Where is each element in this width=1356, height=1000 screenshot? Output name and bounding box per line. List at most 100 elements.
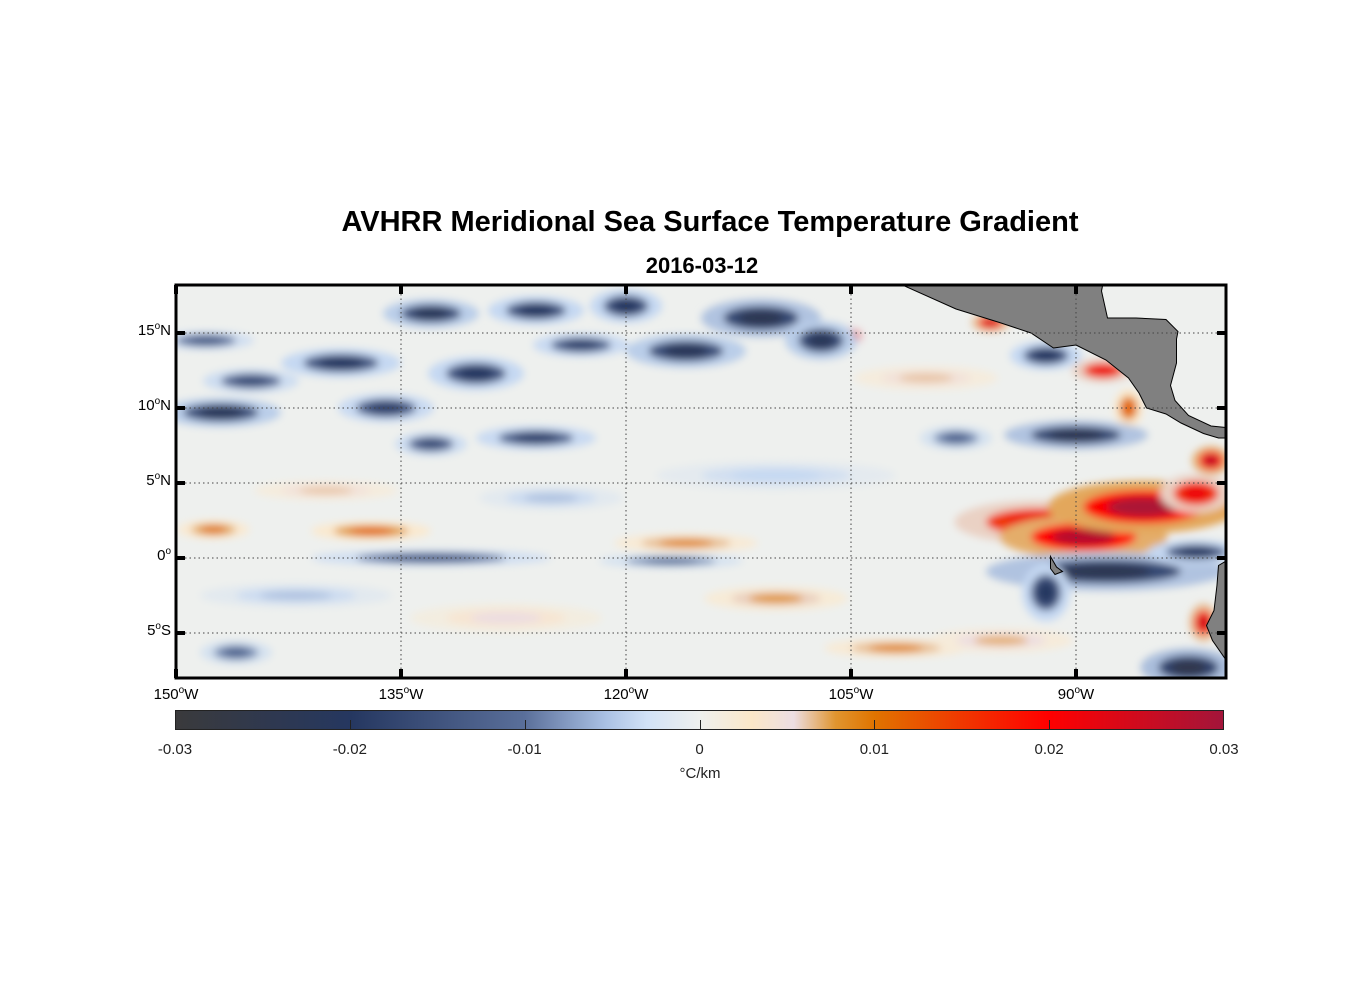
degree-symbol: o [628, 685, 635, 696]
tick-degrees: 15 [137, 322, 155, 339]
chart-subtitle: 2016-03-12 [645, 253, 759, 278]
tick-hemisphere: S [160, 622, 171, 639]
cold-gradient-feature [188, 336, 224, 345]
warm-gradient-feature [1198, 615, 1209, 630]
x-tick-label: 120oW [586, 685, 666, 703]
y-tick-label: 5oS [111, 621, 171, 639]
colorbar-tick-label: -0.01 [507, 741, 542, 758]
warm-gradient-feature [1182, 486, 1210, 501]
cold-gradient-feature [1032, 350, 1060, 361]
cold-gradient-feature [1037, 581, 1055, 604]
cold-gradient-feature [663, 344, 709, 358]
cold-gradient-feature [644, 558, 698, 564]
colorbar-tick [874, 720, 876, 730]
tick-hemisphere: W [184, 686, 199, 703]
tick-degrees: 0 [157, 547, 166, 564]
cold-gradient-feature [1170, 660, 1207, 675]
y-tick-label: 10oN [111, 396, 171, 414]
tick-degrees: 10 [137, 397, 155, 414]
degree-symbol: o [1074, 685, 1081, 696]
warm-gradient-feature [1203, 455, 1219, 466]
tick-hemisphere: W [859, 686, 874, 703]
degree-symbol: o [403, 685, 410, 696]
map-plot [174, 283, 1228, 680]
cold-gradient-feature [518, 305, 554, 316]
cold-gradient-feature [368, 402, 404, 414]
cold-gradient-feature [738, 310, 784, 326]
y-tick-label: 5oN [111, 471, 171, 489]
x-tick-label: 90oW [1036, 685, 1116, 703]
degree-symbol: o [178, 685, 185, 696]
cold-gradient-feature [386, 554, 476, 562]
chart-title: AVHRR Meridional Sea Surface Temperature… [341, 206, 1079, 238]
colorbar-tick-label: -0.03 [157, 741, 193, 758]
tick-degrees: 120 [603, 686, 629, 703]
tick-hemisphere: W [634, 686, 649, 703]
warm-gradient-feature [1107, 497, 1180, 517]
cold-gradient-feature [458, 367, 494, 380]
degree-symbol: o [165, 546, 171, 557]
tick-degrees: 90 [1057, 686, 1075, 703]
cold-gradient-feature [513, 433, 559, 443]
warm-gradient-feature [749, 594, 803, 603]
cold-gradient-feature [524, 493, 578, 503]
colorbar-tick-label: 0.02 [1034, 741, 1064, 758]
cold-gradient-feature [942, 433, 970, 443]
cold-gradient-feature [612, 299, 640, 313]
colorbar-tick [524, 720, 526, 730]
x-tick-label: 135oW [361, 685, 441, 703]
colorbar-tick-label: 0.03 [1209, 741, 1239, 758]
tick-hemisphere: N [160, 472, 171, 489]
y-tick-label: 15oN [111, 321, 171, 339]
warm-gradient-feature [1091, 366, 1115, 375]
tick-degrees: 5 [147, 622, 156, 639]
cold-gradient-feature [233, 376, 269, 386]
land-mass [1050, 554, 1064, 576]
warm-gradient-feature [299, 486, 353, 495]
colorbar-tick [1049, 720, 1051, 730]
cold-gradient-feature [222, 648, 250, 657]
degree-symbol: o [155, 621, 161, 632]
tick-degrees: 5 [146, 472, 155, 489]
land-mass [901, 285, 1226, 439]
cold-gradient-feature [413, 308, 449, 319]
colorbar-tick [349, 720, 351, 730]
tick-hemisphere: N [160, 322, 171, 339]
warm-gradient-feature [899, 373, 953, 383]
cold-gradient-feature [731, 470, 821, 481]
tick-degrees: 105 [828, 686, 854, 703]
degree-symbol: o [154, 321, 161, 332]
cold-gradient-feature [807, 333, 835, 348]
tick-hemisphere: W [409, 686, 424, 703]
warm-gradient-feature [1052, 528, 1115, 546]
tick-hemisphere: W [1080, 686, 1095, 703]
warm-gradient-feature [869, 644, 923, 652]
degree-symbol: o [154, 396, 161, 407]
tick-degrees: 150 [153, 686, 179, 703]
cold-gradient-feature [318, 357, 364, 369]
land-mass [1205, 560, 1226, 678]
colorbar-unit-label: °C/km [679, 765, 721, 782]
cold-gradient-feature [563, 340, 599, 350]
cold-gradient-feature [417, 439, 445, 449]
degree-symbol: o [853, 685, 860, 696]
warm-gradient-feature [200, 525, 227, 534]
tick-degrees: 135 [378, 686, 404, 703]
cold-gradient-feature [260, 591, 332, 600]
cold-gradient-feature [198, 407, 244, 418]
cold-gradient-feature [1049, 429, 1103, 441]
x-tick-label: 150oW [136, 685, 216, 703]
warm-gradient-feature [470, 612, 542, 624]
x-tick-label: 105oW [811, 685, 891, 703]
warm-gradient-feature [659, 539, 713, 547]
warm-gradient-feature [348, 527, 394, 535]
warm-gradient-feature [974, 636, 1028, 645]
colorbar-tick-label: -0.02 [332, 741, 367, 758]
warm-gradient-feature [1123, 400, 1134, 416]
cold-gradient-feature [1178, 547, 1214, 557]
colorbar-tick-label: 0 [695, 741, 704, 758]
degree-symbol: o [154, 471, 161, 482]
cold-gradient-feature [1061, 564, 1151, 579]
colorbar-tick [699, 720, 701, 730]
y-tick-label: 0o [111, 546, 171, 564]
